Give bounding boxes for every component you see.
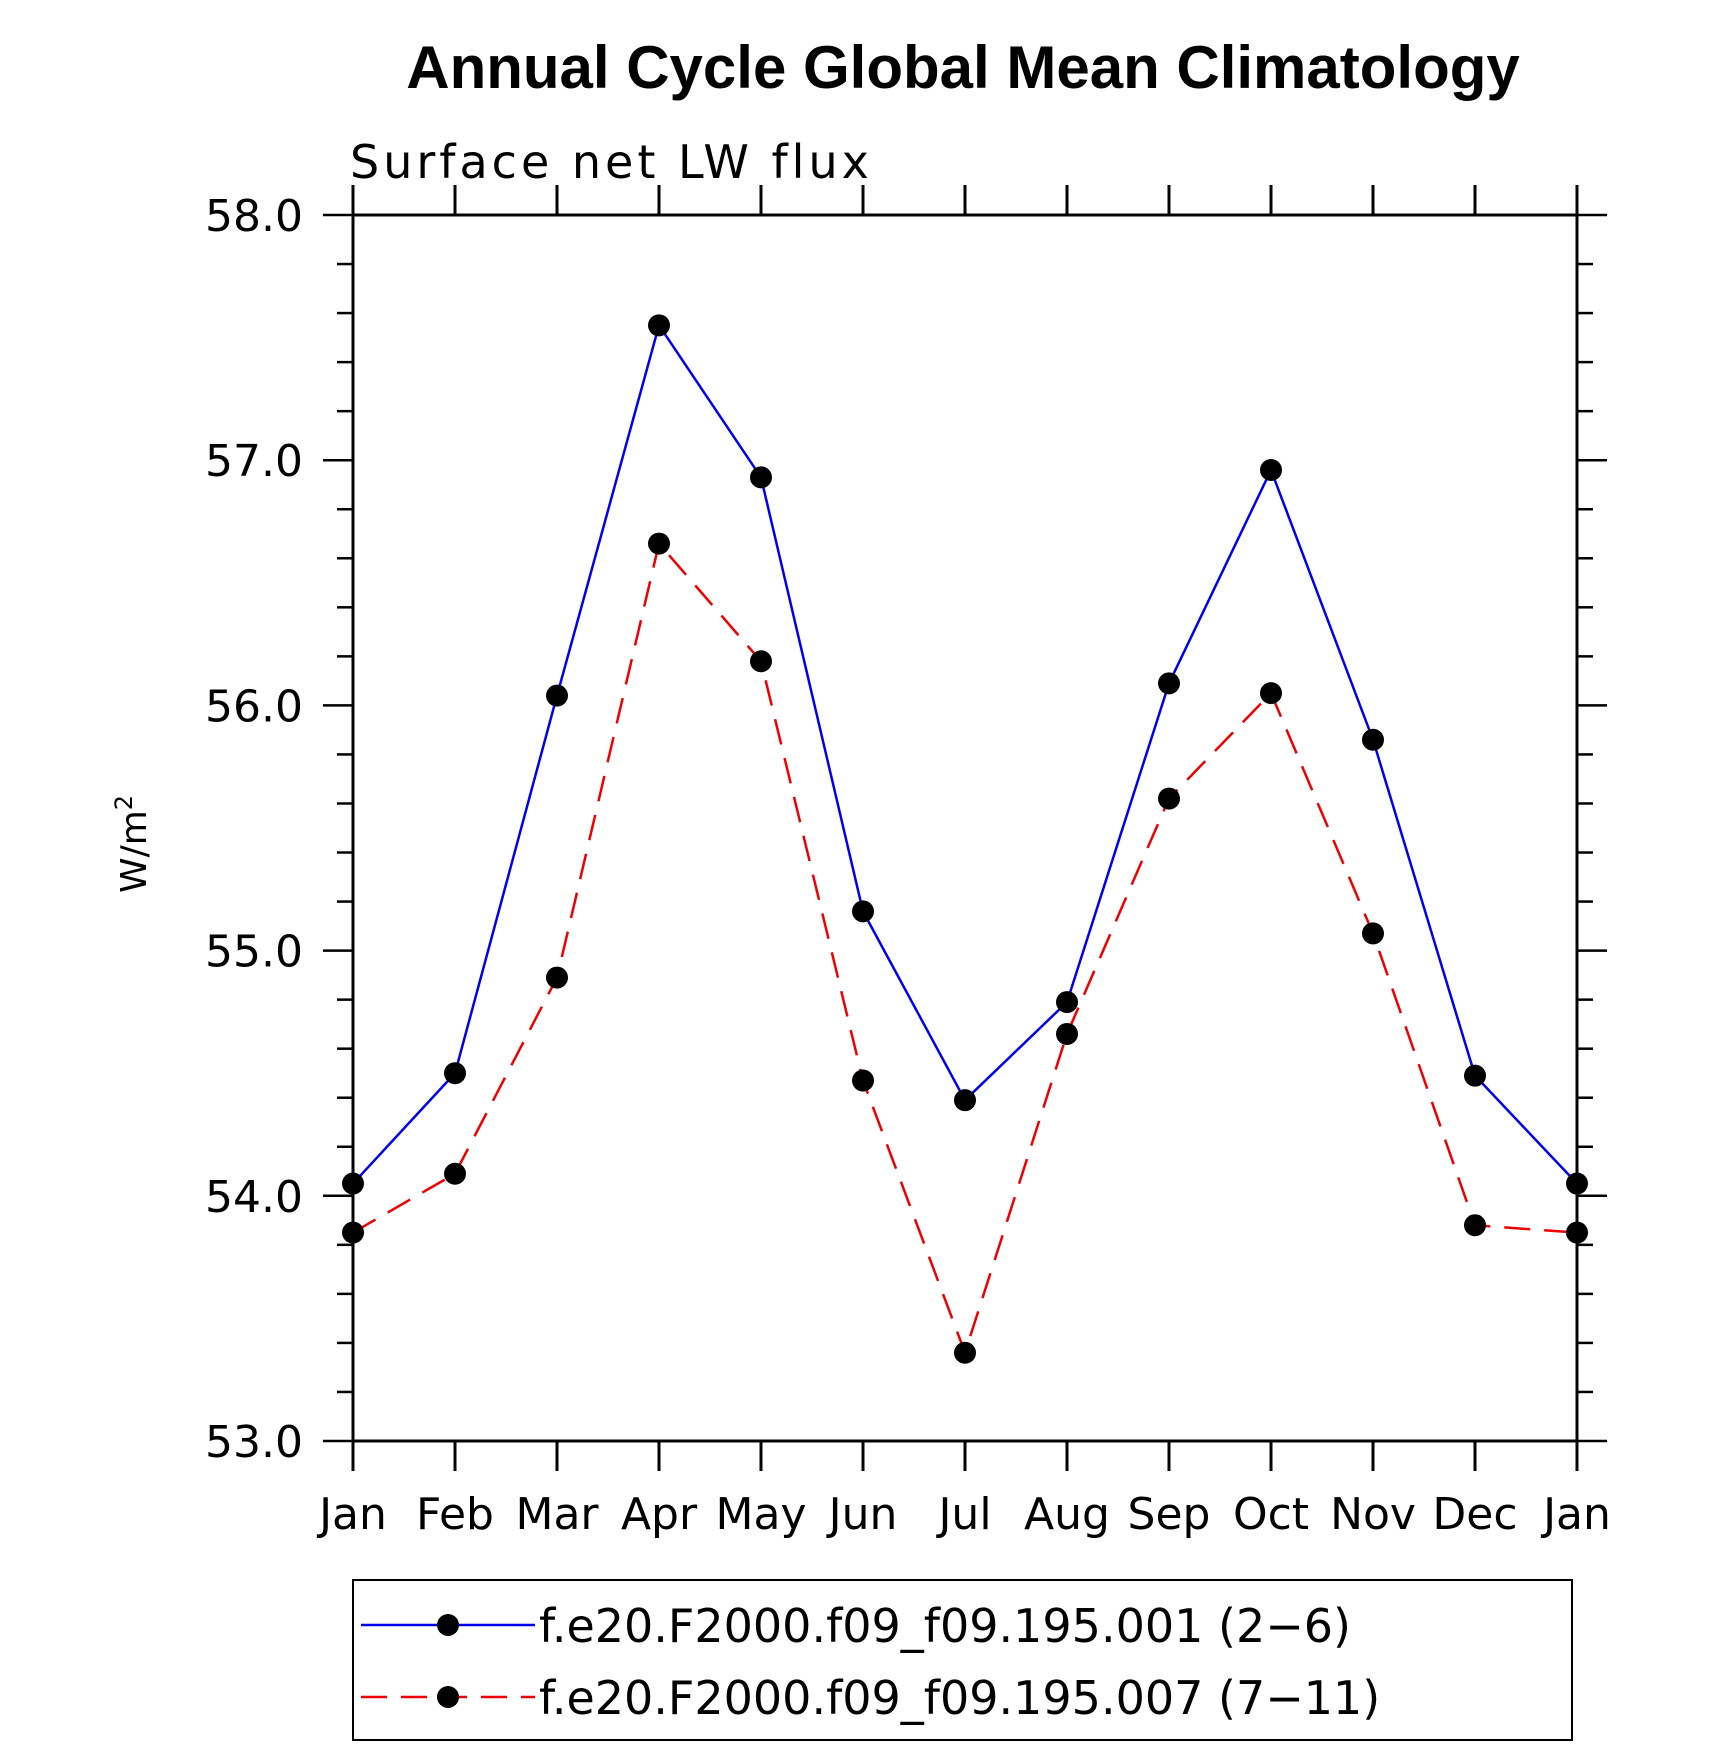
legend-marker-2 (437, 1686, 459, 1708)
x-tick-label: May (716, 1489, 807, 1540)
series-1-point (852, 900, 874, 923)
legend-marker-1 (437, 1614, 459, 1636)
y-tick-label: 56.0 (205, 681, 303, 732)
series-2-point (1056, 1022, 1078, 1045)
x-tick-label: Jun (826, 1489, 898, 1540)
y-tick-label: 53.0 (205, 1417, 303, 1468)
x-tick-label: Mar (515, 1489, 599, 1540)
series-2-point (444, 1162, 466, 1185)
series-2-point (750, 650, 772, 673)
legend: f.e20.F2000.f09_f09.195.001 (2−6) f.e20.F… (352, 1579, 1573, 1741)
series-2-point (546, 966, 568, 989)
x-tick-label: Aug (1024, 1489, 1110, 1540)
series-2-point (852, 1069, 874, 1092)
series-2-point (1260, 682, 1282, 705)
x-tick-label: Jan (1540, 1489, 1611, 1540)
x-tick-label: Feb (416, 1489, 494, 1540)
series-2-point (1362, 922, 1384, 945)
legend-label-1: f.e20.F2000.f09_f09.195.001 (2−6) (539, 1599, 1351, 1653)
series-2-point (342, 1221, 364, 1244)
series-line-2 (352, 540, 1578, 1357)
series-1-point (546, 684, 568, 707)
chart-title: Annual Cycle Global Mean Climatology (406, 34, 1520, 101)
x-tick-label: Nov (1330, 1489, 1416, 1540)
legend-label-2: f.e20.F2000.f09_f09.195.007 (7−11) (539, 1671, 1380, 1725)
series-1-point (1158, 672, 1180, 695)
x-tick-label: Jul (935, 1489, 991, 1540)
y-tick-label: 58.0 (205, 191, 303, 242)
x-tick-label: Dec (1432, 1489, 1517, 1540)
x-tick-label: Jan (316, 1489, 387, 1540)
y-axis-label-superscript: 2 (110, 795, 138, 810)
legend-box (352, 1579, 1573, 1741)
series-1-point (444, 1062, 466, 1085)
series-1-point (1056, 991, 1078, 1014)
series-2-point (1566, 1221, 1588, 1244)
x-tick-label: Oct (1233, 1489, 1309, 1540)
series-2-point (954, 1341, 976, 1364)
series-2-point (1158, 787, 1180, 810)
plot-frame (351, 213, 1579, 1443)
series-1-point (342, 1172, 364, 1195)
series-1-point (1362, 728, 1384, 751)
y-tick-label: 55.0 (205, 927, 303, 978)
series-1-point (1260, 459, 1282, 482)
plot-layer: Jan Feb Mar Apr May Jun Jul Aug Sep Oct Nov Dec Jan 5… (205, 185, 1611, 1540)
y-tick-label: 54.0 (205, 1172, 303, 1223)
y-axis-label-base: W/m (114, 810, 155, 893)
series-line-1 (352, 322, 1578, 1185)
x-tick-label: Sep (1128, 1489, 1211, 1540)
series-1-point (648, 314, 670, 337)
series-1-point (750, 466, 772, 489)
series-1-point (1566, 1172, 1588, 1195)
series-2-point (648, 532, 670, 555)
y-axis-label: W/m2 (110, 795, 155, 893)
y-tick-label: 57.0 (205, 436, 303, 487)
series-1-point (1464, 1064, 1486, 1087)
series-2-point (1464, 1214, 1486, 1237)
series-1-point (954, 1089, 976, 1112)
x-tick-label: Apr (621, 1489, 698, 1540)
chart-subtitle: Surface net LW flux (350, 135, 873, 189)
